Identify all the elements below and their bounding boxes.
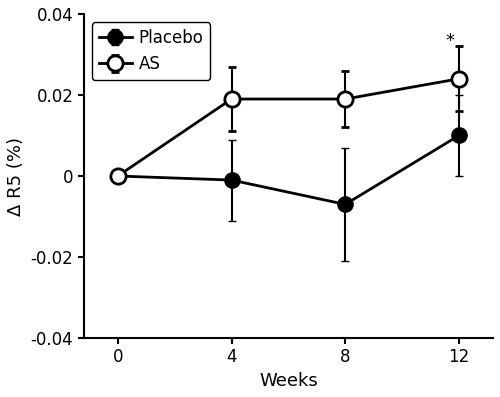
Y-axis label: Δ R5 (%): Δ R5 (%): [7, 137, 25, 216]
Text: *: *: [446, 33, 455, 50]
Legend: Placebo, AS: Placebo, AS: [92, 22, 210, 80]
X-axis label: Weeks: Weeks: [259, 372, 318, 390]
